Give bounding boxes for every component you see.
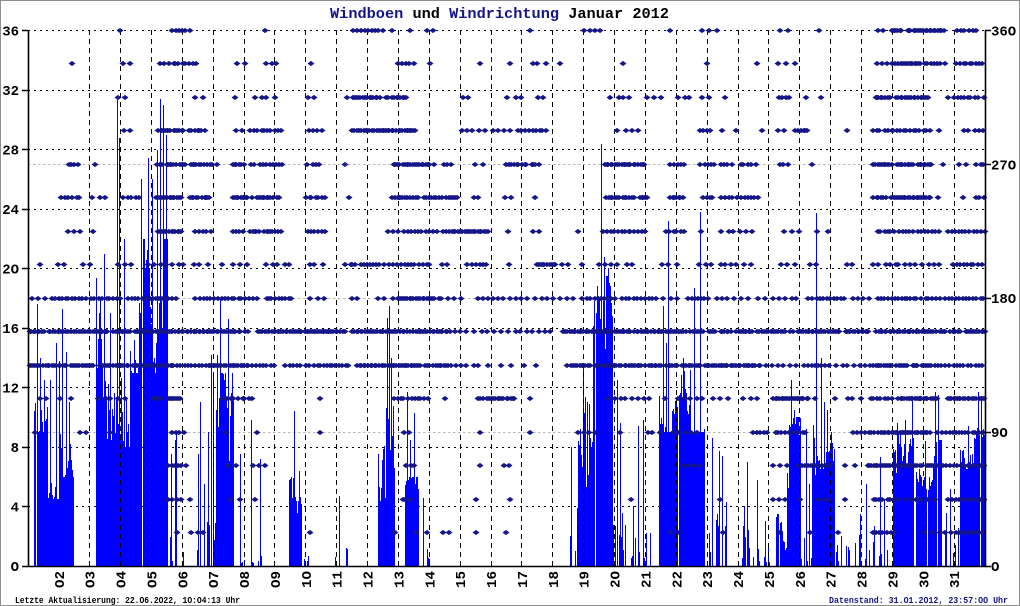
svg-text:11: 11: [331, 571, 347, 588]
svg-text:O3: O3: [84, 571, 100, 588]
svg-text:13: 13: [393, 571, 409, 588]
svg-text:12: 12: [362, 571, 378, 588]
svg-text:12: 12: [2, 382, 19, 398]
svg-text:O5: O5: [146, 571, 162, 588]
svg-text:Letzte Aktualisierung: 22.O6.2: Letzte Aktualisierung: 22.O6.2O22, 1O:O4…: [15, 596, 240, 606]
svg-text:O: O: [11, 560, 19, 576]
svg-text:22: 22: [670, 571, 686, 588]
svg-text:Datenstand: 31.O1.2O12, 23:57:: Datenstand: 31.O1.2O12, 23:57:OO Uhr: [829, 596, 1008, 606]
svg-text:23: 23: [701, 571, 717, 588]
svg-text:27O: 27O: [991, 158, 1016, 174]
svg-text:28: 28: [856, 571, 872, 588]
svg-text:28: 28: [2, 144, 19, 160]
svg-text:16: 16: [2, 322, 19, 338]
svg-text:31: 31: [948, 571, 964, 588]
svg-text:25: 25: [763, 571, 779, 588]
svg-text:O6: O6: [176, 571, 192, 588]
svg-text:36O: 36O: [991, 25, 1016, 41]
svg-text:O8: O8: [238, 571, 254, 588]
svg-text:Windboen und Windrichtung Janu: Windboen und Windrichtung Januar 2012: [330, 6, 669, 23]
svg-text:18O: 18O: [991, 292, 1016, 308]
svg-text:24: 24: [732, 571, 748, 588]
svg-text:21: 21: [639, 571, 655, 588]
svg-text:O: O: [991, 560, 999, 576]
svg-text:36: 36: [2, 25, 19, 41]
svg-text:29: 29: [886, 571, 902, 588]
svg-text:24: 24: [2, 203, 19, 219]
svg-text:1O: 1O: [300, 571, 316, 588]
svg-text:32: 32: [2, 84, 19, 100]
svg-text:2O: 2O: [2, 263, 19, 279]
svg-text:16: 16: [485, 571, 501, 588]
svg-text:O2: O2: [53, 571, 69, 588]
svg-text:19: 19: [578, 571, 594, 588]
svg-text:O7: O7: [207, 571, 223, 588]
svg-text:O4: O4: [115, 571, 131, 588]
svg-text:17: 17: [516, 571, 532, 588]
svg-text:2O: 2O: [609, 571, 625, 588]
svg-text:18: 18: [547, 571, 563, 588]
svg-text:8: 8: [11, 441, 19, 457]
svg-text:26: 26: [794, 571, 810, 588]
svg-text:O9: O9: [269, 571, 285, 588]
svg-text:3O: 3O: [917, 571, 933, 588]
svg-text:9O: 9O: [991, 426, 1008, 442]
svg-text:27: 27: [825, 571, 841, 588]
svg-text:14: 14: [423, 571, 439, 588]
svg-text:4: 4: [11, 501, 19, 517]
svg-text:15: 15: [454, 571, 470, 588]
